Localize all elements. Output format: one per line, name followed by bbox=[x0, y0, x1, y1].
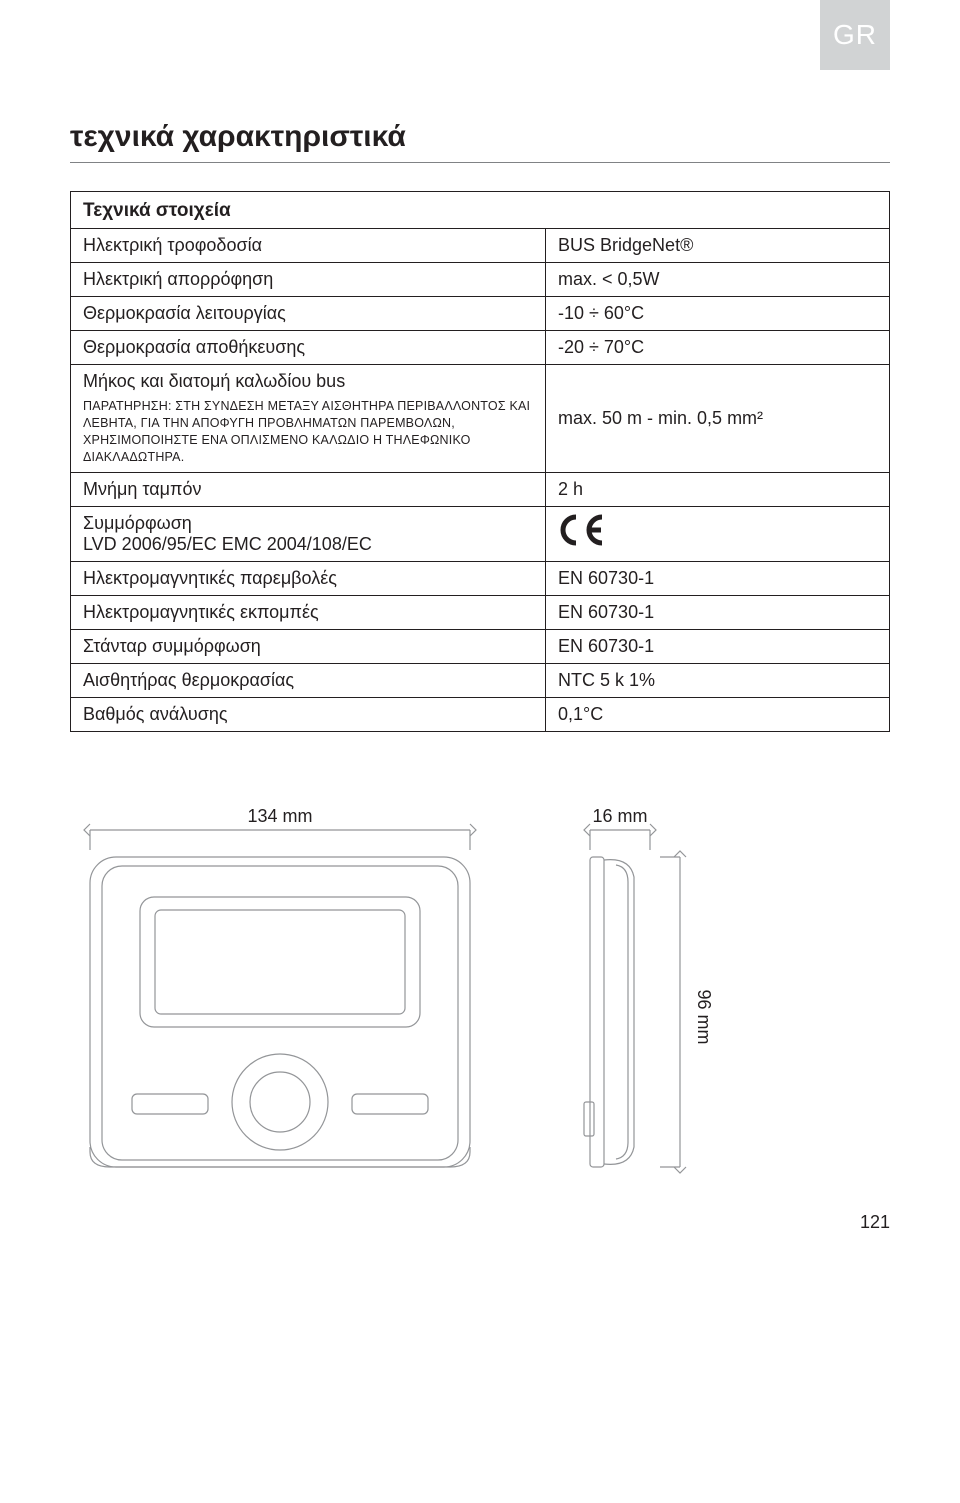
dim-front-width: 134 mm bbox=[247, 806, 312, 826]
dim-height: 96 mm bbox=[694, 989, 714, 1044]
table-header: Τεχνικά στοιχεία bbox=[71, 192, 890, 229]
spec-value: 0,1°C bbox=[546, 697, 890, 731]
table-row: Ηλεκτρική τροφοδοσία BUS BridgeNet® bbox=[71, 229, 890, 263]
spec-value: -20 ÷ 70°C bbox=[546, 331, 890, 365]
spec-note: ΠΑΡΑΤΗΡΗΣΗ: ΣΤΗ ΣΥΝΔΕΣΗ ΜΕΤΑΞΥ ΑΙΣΘΗΤΗΡΑ… bbox=[83, 398, 533, 466]
spec-value-ce bbox=[546, 506, 890, 561]
spec-label: Θερμοκρασία αποθήκευσης bbox=[71, 331, 546, 365]
table-row: Αισθητήρας θερμοκρασίας NTC 5 k 1% bbox=[71, 663, 890, 697]
table-row: Θερμοκρασία λειτουργίας -10 ÷ 60°C bbox=[71, 297, 890, 331]
spec-label: Ηλεκτρομαγνητικές παρεμβολές bbox=[71, 561, 546, 595]
spec-label: Βαθμός ανάλυσης bbox=[71, 697, 546, 731]
spec-value: max. 50 m - min. 0,5 mm² bbox=[546, 365, 890, 473]
spec-value: EN 60730-1 bbox=[546, 595, 890, 629]
spec-label: Στάνταρ συμμόρφωση bbox=[71, 629, 546, 663]
table-row: Ηλεκτρομαγνητικές εκπομπές EN 60730-1 bbox=[71, 595, 890, 629]
side-view-diagram: 16 mm 96 mm bbox=[570, 802, 760, 1192]
spec-label: Ηλεκτρική απορρόφηση bbox=[71, 263, 546, 297]
spec-table: Τεχνικά στοιχεία Ηλεκτρική τροφοδοσία BU… bbox=[70, 191, 890, 732]
table-row: Βαθμός ανάλυσης 0,1°C bbox=[71, 697, 890, 731]
page-number: 121 bbox=[70, 1212, 890, 1233]
spec-label: Αισθητήρας θερμοκρασίας bbox=[71, 663, 546, 697]
ce-mark-icon bbox=[558, 513, 608, 547]
spec-label: Ηλεκτρομαγνητικές εκπομπές bbox=[71, 595, 546, 629]
table-row: Ηλεκτρική απορρόφηση max. < 0,5W bbox=[71, 263, 890, 297]
dimension-diagrams: 134 mm bbox=[70, 802, 890, 1192]
spec-label: Μήκος και διατομή καλωδίου bus ΠΑΡΑΤΗΡΗΣ… bbox=[71, 365, 546, 473]
spec-label-text: Μήκος και διατομή καλωδίου bus bbox=[83, 371, 345, 391]
table-row: Συμμόρφωση LVD 2006/95/EC EMC 2004/108/E… bbox=[71, 506, 890, 561]
dim-side-width: 16 mm bbox=[592, 806, 647, 826]
spec-value: BUS BridgeNet® bbox=[546, 229, 890, 263]
spec-label: Θερμοκρασία λειτουργίας bbox=[71, 297, 546, 331]
spec-value: NTC 5 k 1% bbox=[546, 663, 890, 697]
spec-value: 2 h bbox=[546, 472, 890, 506]
table-row: Στάνταρ συμμόρφωση EN 60730-1 bbox=[71, 629, 890, 663]
table-row: Μνήμη ταμπόν 2 h bbox=[71, 472, 890, 506]
table-row: Θερμοκρασία αποθήκευσης -20 ÷ 70°C bbox=[71, 331, 890, 365]
front-view-diagram: 134 mm bbox=[70, 802, 490, 1192]
spec-label: Συμμόρφωση LVD 2006/95/EC EMC 2004/108/E… bbox=[71, 506, 546, 561]
language-tab: GR bbox=[820, 0, 890, 70]
spec-value: EN 60730-1 bbox=[546, 629, 890, 663]
page-title: τεχνικά χαρακτηριστικά bbox=[70, 120, 890, 154]
table-row: Μήκος και διατομή καλωδίου bus ΠΑΡΑΤΗΡΗΣ… bbox=[71, 365, 890, 473]
title-rule bbox=[70, 162, 890, 163]
spec-value: max. < 0,5W bbox=[546, 263, 890, 297]
spec-value: -10 ÷ 60°C bbox=[546, 297, 890, 331]
spec-value: EN 60730-1 bbox=[546, 561, 890, 595]
table-row: Ηλεκτρομαγνητικές παρεμβολές EN 60730-1 bbox=[71, 561, 890, 595]
spec-label: Μνήμη ταμπόν bbox=[71, 472, 546, 506]
spec-label: Ηλεκτρική τροφοδοσία bbox=[71, 229, 546, 263]
